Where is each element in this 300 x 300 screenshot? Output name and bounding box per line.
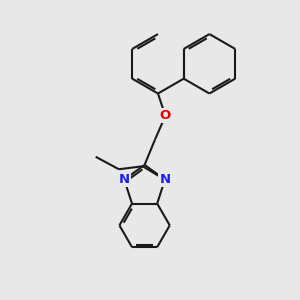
Text: N: N — [159, 173, 170, 186]
Text: O: O — [160, 109, 171, 122]
Text: N: N — [119, 173, 130, 186]
